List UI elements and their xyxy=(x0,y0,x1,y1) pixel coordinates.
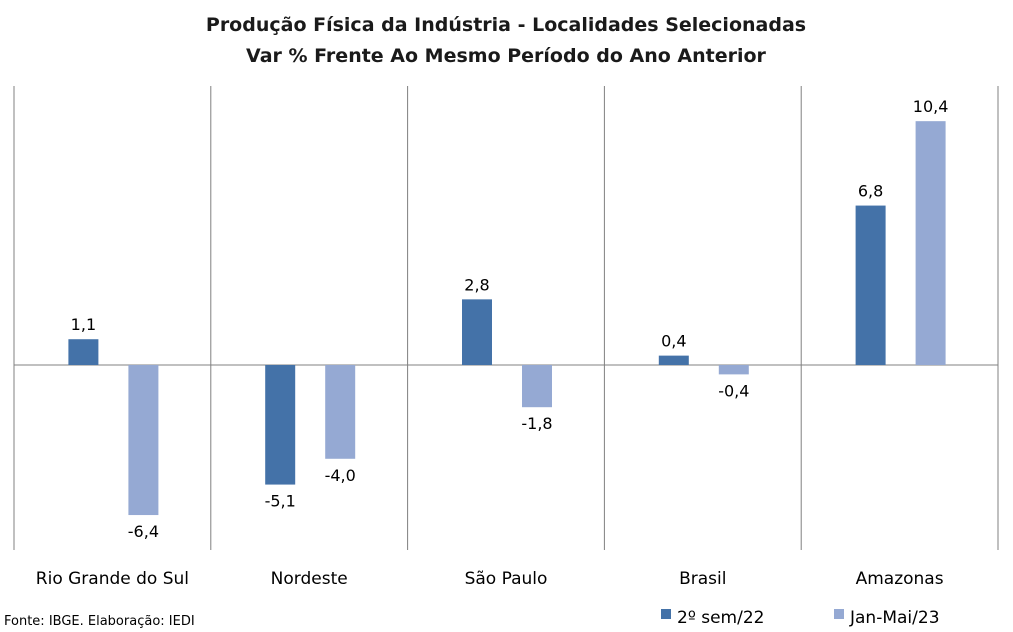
bar-janmai23 xyxy=(128,365,159,516)
data-label: 6,8 xyxy=(858,182,883,201)
category-labels-group: Rio Grande do Sul Nordeste São Paulo Brasil… xyxy=(36,569,944,589)
category-label: Rio Grande do Sul xyxy=(36,569,189,589)
category-label: Nordeste xyxy=(271,569,348,589)
plot-frame xyxy=(13,86,999,550)
data-label: 0,4 xyxy=(661,332,686,351)
data-label: -4,0 xyxy=(325,466,356,485)
legend-swatch-janmai23 xyxy=(834,609,844,619)
data-label: -6,4 xyxy=(128,522,159,541)
legend: 2º sem/22 Jan-Mai/23 xyxy=(661,608,940,628)
bar-2sem22 xyxy=(658,355,689,365)
data-label: -1,8 xyxy=(521,414,552,433)
legend-swatch-2sem22 xyxy=(661,609,671,619)
bar-2sem22 xyxy=(462,299,492,365)
data-label: 10,4 xyxy=(913,97,949,116)
category-label: Amazonas xyxy=(856,569,944,589)
data-label: -5,1 xyxy=(265,492,296,511)
legend-label-2sem22: 2º sem/22 xyxy=(677,608,764,628)
bar-janmai23 xyxy=(325,365,356,459)
source-note: Fonte: IBGE. Elaboração: IEDI xyxy=(4,614,195,629)
bar-janmai23 xyxy=(915,121,946,366)
data-label: -0,4 xyxy=(718,381,749,400)
bar-2sem22 xyxy=(68,339,99,365)
chart-subtitle: Var % Frente Ao Mesmo Período do Ano Ant… xyxy=(246,45,767,67)
value-labels-group: 1,1 -6,4 -5,1 -4,0 2,8 -1,8 0,4 -0,4 6,8 10,4 xyxy=(71,97,949,541)
bar-2sem22 xyxy=(855,205,886,365)
bar-2sem22 xyxy=(265,365,296,485)
data-label: 2,8 xyxy=(464,275,489,294)
category-label: São Paulo xyxy=(465,569,548,589)
legend-label-janmai23: Jan-Mai/23 xyxy=(849,608,940,628)
bar-janmai23 xyxy=(718,365,749,375)
data-label: 1,1 xyxy=(71,315,96,334)
bar-janmai23 xyxy=(522,365,552,408)
category-label: Brasil xyxy=(679,569,726,589)
bars-group xyxy=(68,121,946,516)
chart-title: Produção Física da Indústria - Localidad… xyxy=(206,14,806,36)
